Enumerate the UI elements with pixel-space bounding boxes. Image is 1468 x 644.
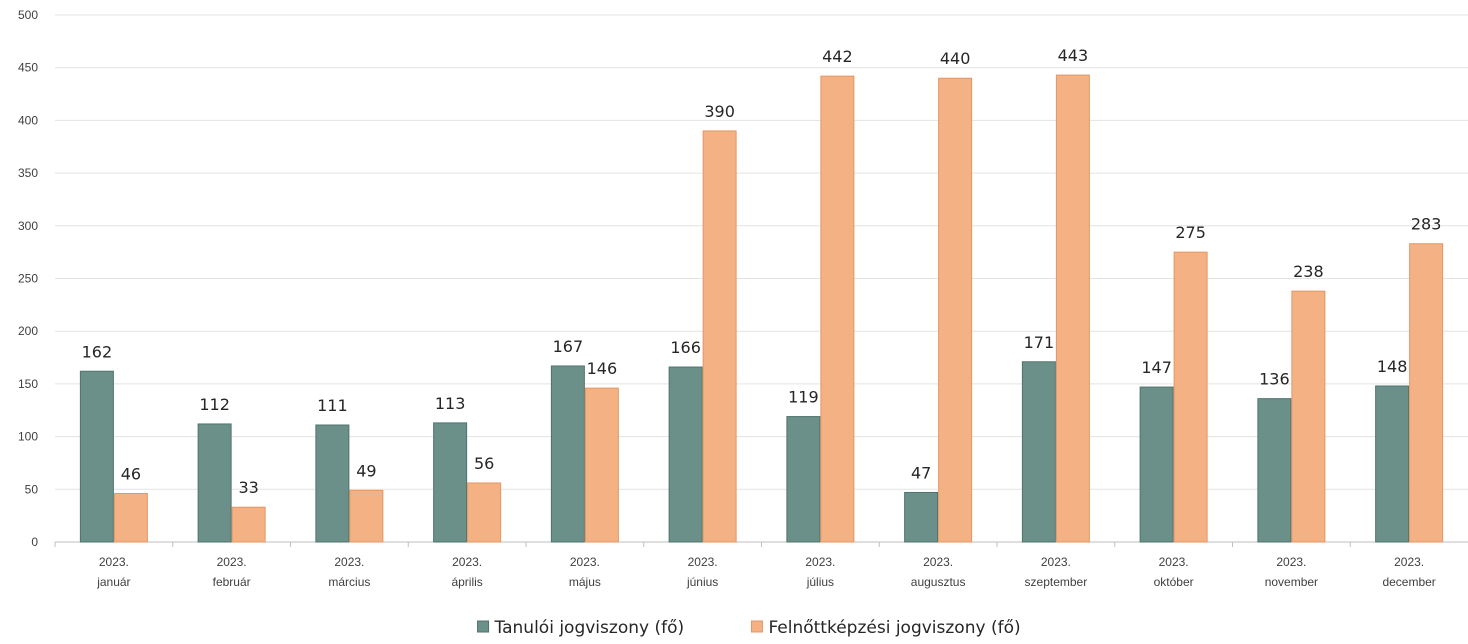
- y-tick-label: 150: [18, 377, 38, 391]
- x-tick-label: 2023.: [805, 555, 835, 569]
- bar-felnottkepzesi: [1173, 251, 1208, 543]
- x-tick-label: 2023.: [570, 555, 600, 569]
- x-tick-label: április: [451, 575, 482, 589]
- x-tick-label: 2023.: [1159, 555, 1189, 569]
- bar-tanuloi: [1139, 386, 1174, 543]
- data-label: 167: [553, 337, 584, 356]
- data-label: 33: [238, 478, 258, 497]
- x-tick-label: június: [686, 575, 718, 589]
- data-label: 146: [587, 359, 618, 378]
- bar-felnottkepzesi: [113, 493, 148, 543]
- data-label: 49: [356, 461, 376, 480]
- y-tick-label: 500: [18, 8, 38, 22]
- bar-felnottkepzesi: [938, 77, 973, 543]
- legend-swatch: [477, 620, 490, 633]
- x-tick-label: december: [1382, 575, 1435, 589]
- data-label: 443: [1058, 46, 1089, 65]
- x-tick-label: 2023.: [99, 555, 129, 569]
- data-label: 112: [199, 395, 230, 414]
- data-label: 111: [317, 396, 348, 415]
- axes: 0 50 100 150 200 250 300 350 400 450 500 2023. januá…: [18, 8, 1468, 589]
- y-tick-label: 200: [18, 324, 38, 338]
- bar-tanuloi: [668, 366, 703, 543]
- legend-label: Felnőttképzési jogviszony (fő): [768, 618, 1020, 638]
- bar-felnottkepzesi: [1055, 74, 1090, 543]
- legend-label: Tanulói jogviszony (fő): [494, 618, 685, 638]
- data-label: 136: [1259, 370, 1290, 389]
- data-label: 390: [704, 102, 735, 121]
- data-label: 238: [1293, 262, 1324, 281]
- x-tick-label: 2023.: [688, 555, 718, 569]
- data-label: 113: [435, 394, 466, 413]
- bar-felnottkepzesi: [467, 482, 502, 543]
- x-tick-label: 2023.: [1276, 555, 1306, 569]
- data-label: 148: [1377, 357, 1408, 376]
- y-tick-label: 250: [18, 272, 38, 286]
- data-label: 440: [940, 49, 971, 68]
- gridlines: [55, 14, 1468, 490]
- bar-felnottkepzesi: [820, 75, 855, 543]
- x-tick-label: augusztus: [911, 575, 966, 589]
- data-label: 56: [474, 454, 494, 473]
- x-tick-label: 2023.: [217, 555, 247, 569]
- bar-tanuloi: [786, 416, 821, 543]
- data-label: 283: [1411, 215, 1442, 234]
- y-tick-label: 400: [18, 113, 38, 127]
- data-label: 171: [1024, 333, 1055, 352]
- x-tick-label: február: [213, 575, 251, 589]
- bar-tanuloi: [904, 491, 939, 543]
- data-label: 442: [822, 47, 853, 66]
- bar-tanuloi: [1375, 385, 1410, 543]
- y-tick-label: 50: [25, 482, 39, 496]
- bar-felnottkepzesi: [702, 130, 737, 543]
- data-labels: 162 112 111 113 167 166 119 47 171 147 136 148 46 33 4…: [82, 46, 1442, 497]
- data-label: 162: [82, 342, 113, 361]
- y-tick-label: 100: [18, 430, 38, 444]
- y-tick-label: 300: [18, 219, 38, 233]
- legend-swatch: [750, 620, 763, 633]
- x-tick-label: 2023.: [1394, 555, 1424, 569]
- bars: [79, 74, 1444, 543]
- bar-tanuloi: [1257, 398, 1292, 543]
- data-label: 147: [1141, 358, 1172, 377]
- x-tick-label: 2023.: [923, 555, 953, 569]
- bar-tanuloi: [550, 365, 585, 543]
- bar-felnottkepzesi: [231, 506, 266, 543]
- x-tick-label: március: [328, 575, 370, 589]
- x-tick-label: január: [96, 575, 130, 589]
- x-tick-label: november: [1265, 575, 1318, 589]
- bar-tanuloi: [315, 424, 350, 543]
- data-label: 46: [121, 465, 141, 484]
- x-tick-label: 2023.: [334, 555, 364, 569]
- legend: Tanulói jogviszony (fő) Felnőttképzési jo…: [477, 618, 1021, 638]
- bar-tanuloi: [1021, 361, 1056, 543]
- bar-felnottkepzesi: [584, 387, 619, 543]
- x-tick-label: 2023.: [452, 555, 482, 569]
- data-label: 119: [788, 388, 819, 407]
- data-label: 47: [911, 463, 931, 482]
- bar-felnottkepzesi: [1409, 243, 1444, 543]
- data-label: 275: [1175, 223, 1206, 242]
- y-tick-label: 350: [18, 166, 38, 180]
- bar-felnottkepzesi: [1291, 290, 1326, 543]
- data-label: 166: [670, 338, 701, 357]
- x-tick-label: május: [569, 575, 601, 589]
- bar-tanuloi: [79, 370, 114, 543]
- x-tick-label: 2023.: [1041, 555, 1071, 569]
- y-tick-label: 0: [31, 535, 38, 549]
- bar-tanuloi: [197, 423, 232, 543]
- x-tick-label: október: [1154, 575, 1194, 589]
- x-tick-label: szeptember: [1025, 575, 1088, 589]
- y-tick-label: 450: [18, 61, 38, 75]
- x-tick-label: július: [806, 575, 834, 589]
- bar-felnottkepzesi: [349, 489, 384, 543]
- bar-tanuloi: [433, 422, 468, 543]
